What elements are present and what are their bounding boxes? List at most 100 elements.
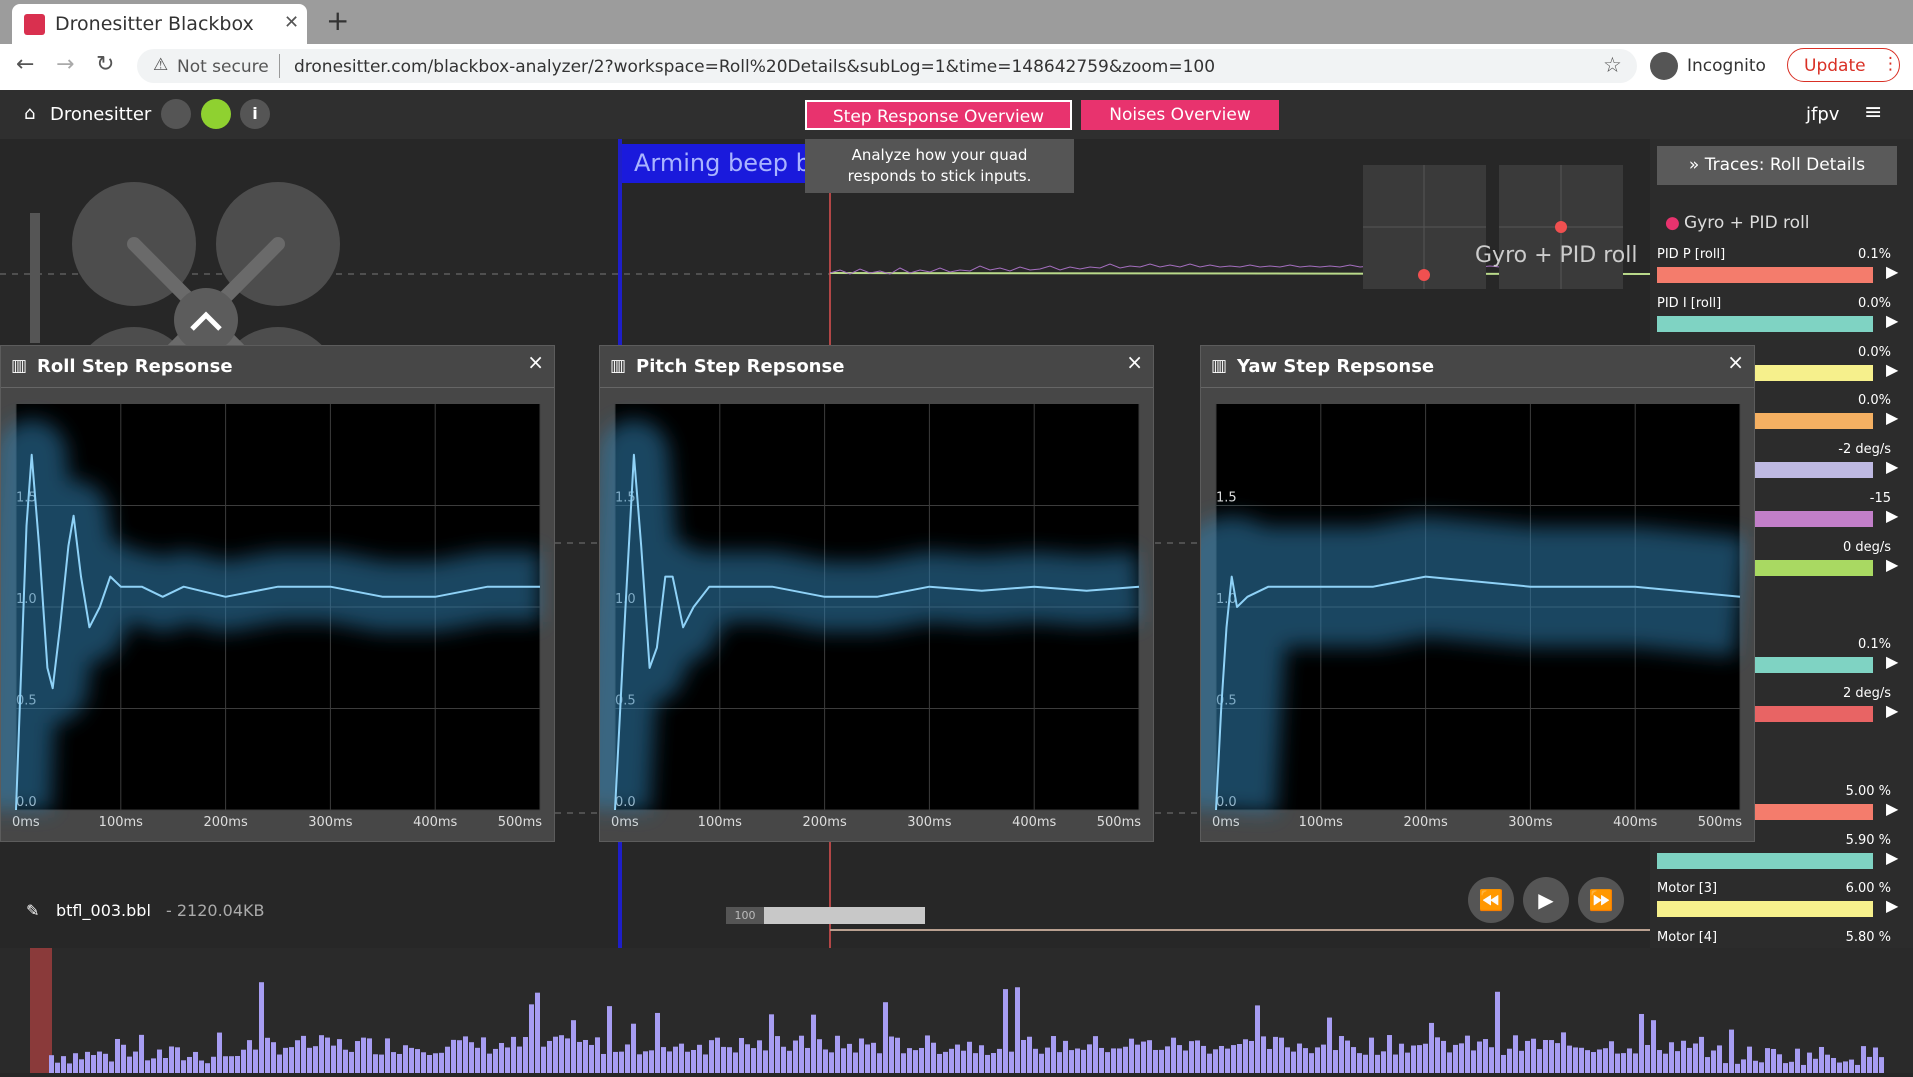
overview-bar [685, 1052, 690, 1073]
forward-button[interactable]: ⏩ [1578, 877, 1624, 923]
share-button[interactable] [201, 99, 231, 129]
zoom-slider[interactable]: 100 [726, 907, 925, 924]
overview-bar [1225, 1049, 1230, 1073]
overview-bar [1597, 1049, 1602, 1073]
overview-bar [847, 1044, 852, 1073]
overview-bar [1567, 1046, 1572, 1073]
trace-value: 0.0% [1858, 345, 1891, 360]
info-button[interactable]: i [240, 99, 270, 129]
overview-bar [55, 1063, 60, 1073]
user[interactable]: jfpv [1806, 104, 1839, 125]
overview-bar [385, 1038, 390, 1073]
menu-dots: ⋮ [1882, 54, 1899, 74]
noises-button[interactable]: Noises Overview [1081, 100, 1279, 130]
overview-bar [1783, 1063, 1788, 1073]
overview-bar [1117, 1048, 1122, 1073]
trace-color [1657, 267, 1873, 283]
overview-bar [241, 1050, 246, 1073]
back-button[interactable]: ← [16, 52, 34, 77]
overview-bar [1549, 1040, 1554, 1073]
overview-bar [655, 1013, 660, 1073]
overview-bar [871, 1043, 876, 1073]
x-tick-label: 400ms [1613, 815, 1657, 830]
overview-bar [697, 1045, 702, 1073]
overview-bar [1693, 1043, 1698, 1073]
overview-bar [1543, 1040, 1548, 1073]
overview-bar [1405, 1053, 1410, 1073]
overview-bar [1063, 1041, 1068, 1073]
forward-button[interactable]: → [56, 52, 74, 77]
overview-bar [109, 1061, 114, 1073]
overview-bar [619, 1052, 624, 1073]
overview-bar [403, 1045, 408, 1073]
x-tick-label: 200ms [1403, 815, 1447, 830]
overview-bar [1687, 1048, 1692, 1073]
overview-bar [733, 1052, 738, 1073]
brand[interactable]: Dronesitter [50, 104, 151, 125]
bookmark-star[interactable]: ☆ [1603, 53, 1622, 77]
overview-bar [1189, 1041, 1194, 1073]
open-button[interactable] [161, 99, 191, 129]
overview-bar [787, 1051, 792, 1073]
edit-icon[interactable]: ✎ [26, 901, 39, 920]
update-button[interactable]: Update ⋮ [1787, 48, 1900, 82]
trace-row[interactable]: PID P [roll]0.1%▶ [1650, 247, 1913, 287]
overview-bar [1477, 1042, 1482, 1073]
trace-value: 2 deg/s [1843, 686, 1891, 701]
overview-bar [1435, 1037, 1440, 1073]
overview-bar [319, 1035, 324, 1073]
overview-bar [1669, 1042, 1674, 1073]
overview-bar [925, 1035, 930, 1073]
x-tick-label: 200ms [802, 815, 846, 830]
step-response-button[interactable]: Step Response Overview [805, 100, 1072, 130]
tab-close[interactable]: ✕ [284, 12, 299, 33]
overview-bar [361, 1038, 366, 1073]
overview-bar [895, 1038, 900, 1073]
x-tick-label: 400ms [413, 815, 457, 830]
overview-bar [151, 1058, 156, 1073]
trace-toggle: ▶ [1886, 652, 1898, 671]
overview-bar [205, 1063, 210, 1073]
overview-bar [1069, 1050, 1074, 1073]
home-icon[interactable]: ⌂ [24, 103, 35, 124]
traces-header[interactable]: » Traces: Roll Details [1657, 146, 1897, 185]
overview-bar [493, 1049, 498, 1073]
overview-bar [115, 1039, 120, 1073]
trace-row[interactable]: Motor [3]6.00 %▶ [1650, 881, 1913, 921]
overview-bar [565, 1038, 570, 1073]
overview-bar [373, 1054, 378, 1073]
url-box[interactable]: ⚠ Not secure dronesitter.com/blackbox-an… [137, 49, 1637, 83]
overview-bar [451, 1040, 456, 1073]
overview-bar [1051, 1036, 1056, 1073]
x-tick-label: 500ms [1097, 815, 1141, 830]
overview-bar [103, 1054, 108, 1073]
overview-bar [229, 1056, 234, 1073]
trace-value: 5.80 % [1846, 930, 1891, 945]
overview-bar [1849, 1060, 1854, 1073]
overview-bar [673, 1047, 678, 1073]
overview-bar [1447, 1052, 1452, 1073]
trace-row[interactable]: Motor [4]5.80 %▶ [1650, 930, 1913, 948]
trace-row[interactable]: PID I [roll]0.0%▶ [1650, 296, 1913, 336]
step-response-panel: ▥Yaw Step Repsonse×0ms100ms200ms300ms400… [1200, 345, 1755, 842]
overview-bar [427, 1055, 432, 1073]
overview-bar [1657, 1050, 1662, 1073]
tab[interactable]: Dronesitter Blackbox ✕ [12, 4, 307, 44]
profile[interactable]: Incognito [1687, 56, 1766, 76]
reload-button[interactable]: ↻ [96, 52, 114, 77]
step-response-panel: ▥Roll Step Repsonse×0ms100ms200ms300ms40… [0, 345, 555, 842]
trace-toggle: ▶ [1886, 311, 1898, 330]
overview-bar [607, 1006, 612, 1073]
overview-bar [199, 1061, 204, 1073]
overview-bar [397, 1054, 402, 1073]
overview-bar [85, 1052, 90, 1073]
play-button[interactable]: ▶ [1523, 877, 1569, 923]
overview-bar [1717, 1045, 1722, 1073]
new-tab[interactable]: + [326, 4, 349, 37]
rewind-button[interactable]: ⏪ [1468, 877, 1514, 923]
overview-bar [1393, 1055, 1398, 1073]
hamburger[interactable]: ≡ [1864, 100, 1882, 125]
trace-color [1657, 316, 1873, 332]
visible-icon[interactable]: ● [1665, 213, 1680, 233]
